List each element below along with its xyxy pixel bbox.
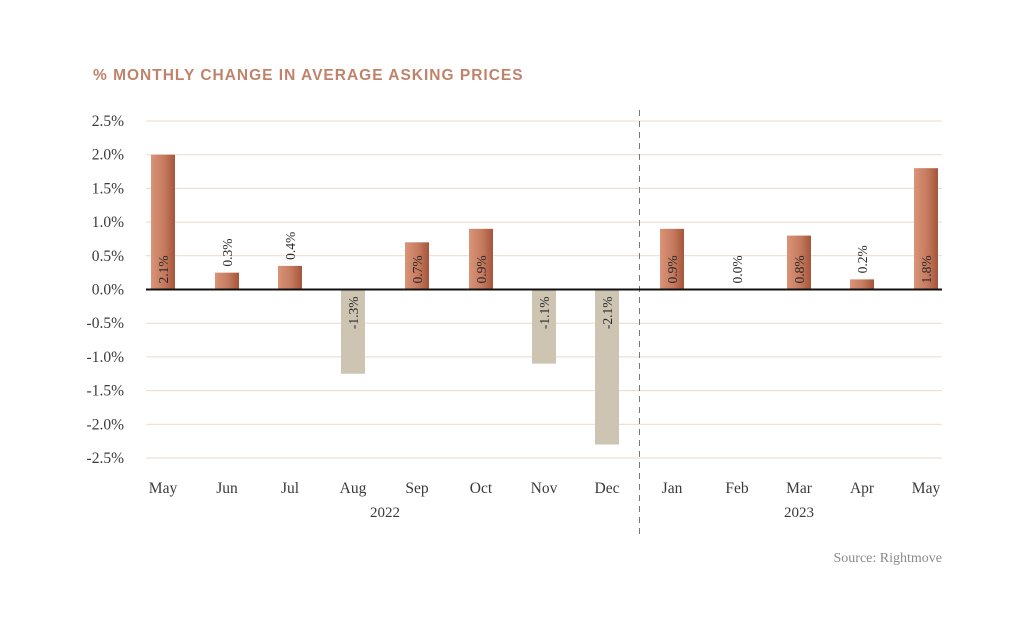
data-labels: 2.1% 0.3% 0.4% -1.3% 0.7% 0.9% -1.1% -2.1% 0.9% 0… (156, 232, 934, 329)
data-label: 0.4% (283, 232, 298, 260)
year-label: 2023 (784, 505, 814, 521)
y-tick-label: -0.5% (87, 315, 125, 332)
year-label: 2022 (370, 505, 400, 521)
y-axis-ticks: 2.5% 2.0% 1.5% 1.0% 0.5% 0.0% -0.5% -1.0% -1.5% -… (87, 113, 125, 467)
x-tick-label: Jul (281, 480, 299, 497)
y-tick-label: 1.0% (92, 214, 124, 231)
y-tick-label: -1.0% (87, 349, 125, 366)
bar (151, 154, 175, 290)
data-label: 0.7% (410, 255, 425, 283)
x-tick-label: Mar (786, 480, 813, 497)
y-tick-label: 2.0% (92, 147, 124, 164)
x-tick-label: May (912, 480, 941, 497)
data-label: 0.9% (474, 255, 489, 283)
y-tick-label: -2.5% (87, 450, 125, 467)
bar (787, 235, 811, 290)
y-tick-label: 0.5% (92, 248, 124, 265)
data-label: 2.1% (156, 255, 171, 283)
chart-title: % MONTHLY CHANGE IN AVERAGE ASKING PRICE… (93, 67, 524, 84)
bar (341, 289, 365, 374)
x-tick-label: Oct (470, 480, 493, 497)
y-tick-label: 0.0% (92, 282, 124, 299)
data-label: -1.1% (537, 297, 552, 330)
x-tick-label: Dec (595, 480, 620, 497)
y-tick-label: 1.5% (92, 180, 124, 197)
data-label: -1.3% (346, 297, 361, 330)
data-label: 0.2% (855, 245, 870, 273)
bar (532, 289, 556, 364)
y-tick-label: -2.0% (87, 416, 125, 433)
data-label: -2.1% (600, 297, 615, 330)
bar (405, 242, 429, 290)
bar (660, 228, 684, 290)
data-label: 0.9% (665, 255, 680, 283)
x-tick-label: Jun (216, 480, 238, 497)
y-tick-label: -1.5% (87, 383, 125, 400)
x-tick-label: Nov (531, 480, 558, 497)
source-note: Source: Rightmove (834, 551, 943, 566)
x-tick-label: Apr (850, 480, 875, 497)
y-tick-label: 2.5% (92, 113, 124, 130)
data-label: 0.0% (730, 255, 745, 283)
x-tick-label: Sep (405, 480, 429, 497)
bar (278, 265, 302, 290)
x-axis-categories: May Jun Jul Aug Sep Oct Nov Dec Jan Feb Mar Apr May (149, 480, 941, 497)
data-label: 1.8% (919, 255, 934, 283)
data-label: 0.8% (792, 255, 807, 283)
bars (146, 154, 942, 445)
x-tick-label: Feb (725, 480, 749, 497)
bar (469, 228, 493, 290)
x-tick-label: Jan (662, 480, 683, 497)
x-tick-label: May (149, 480, 178, 497)
year-groups: 2022 2023 (370, 505, 814, 521)
bar (595, 289, 619, 445)
x-tick-label: Aug (340, 480, 367, 497)
bar (850, 279, 874, 290)
data-label: 0.3% (220, 239, 235, 267)
bar (914, 168, 938, 290)
bar (215, 272, 239, 290)
